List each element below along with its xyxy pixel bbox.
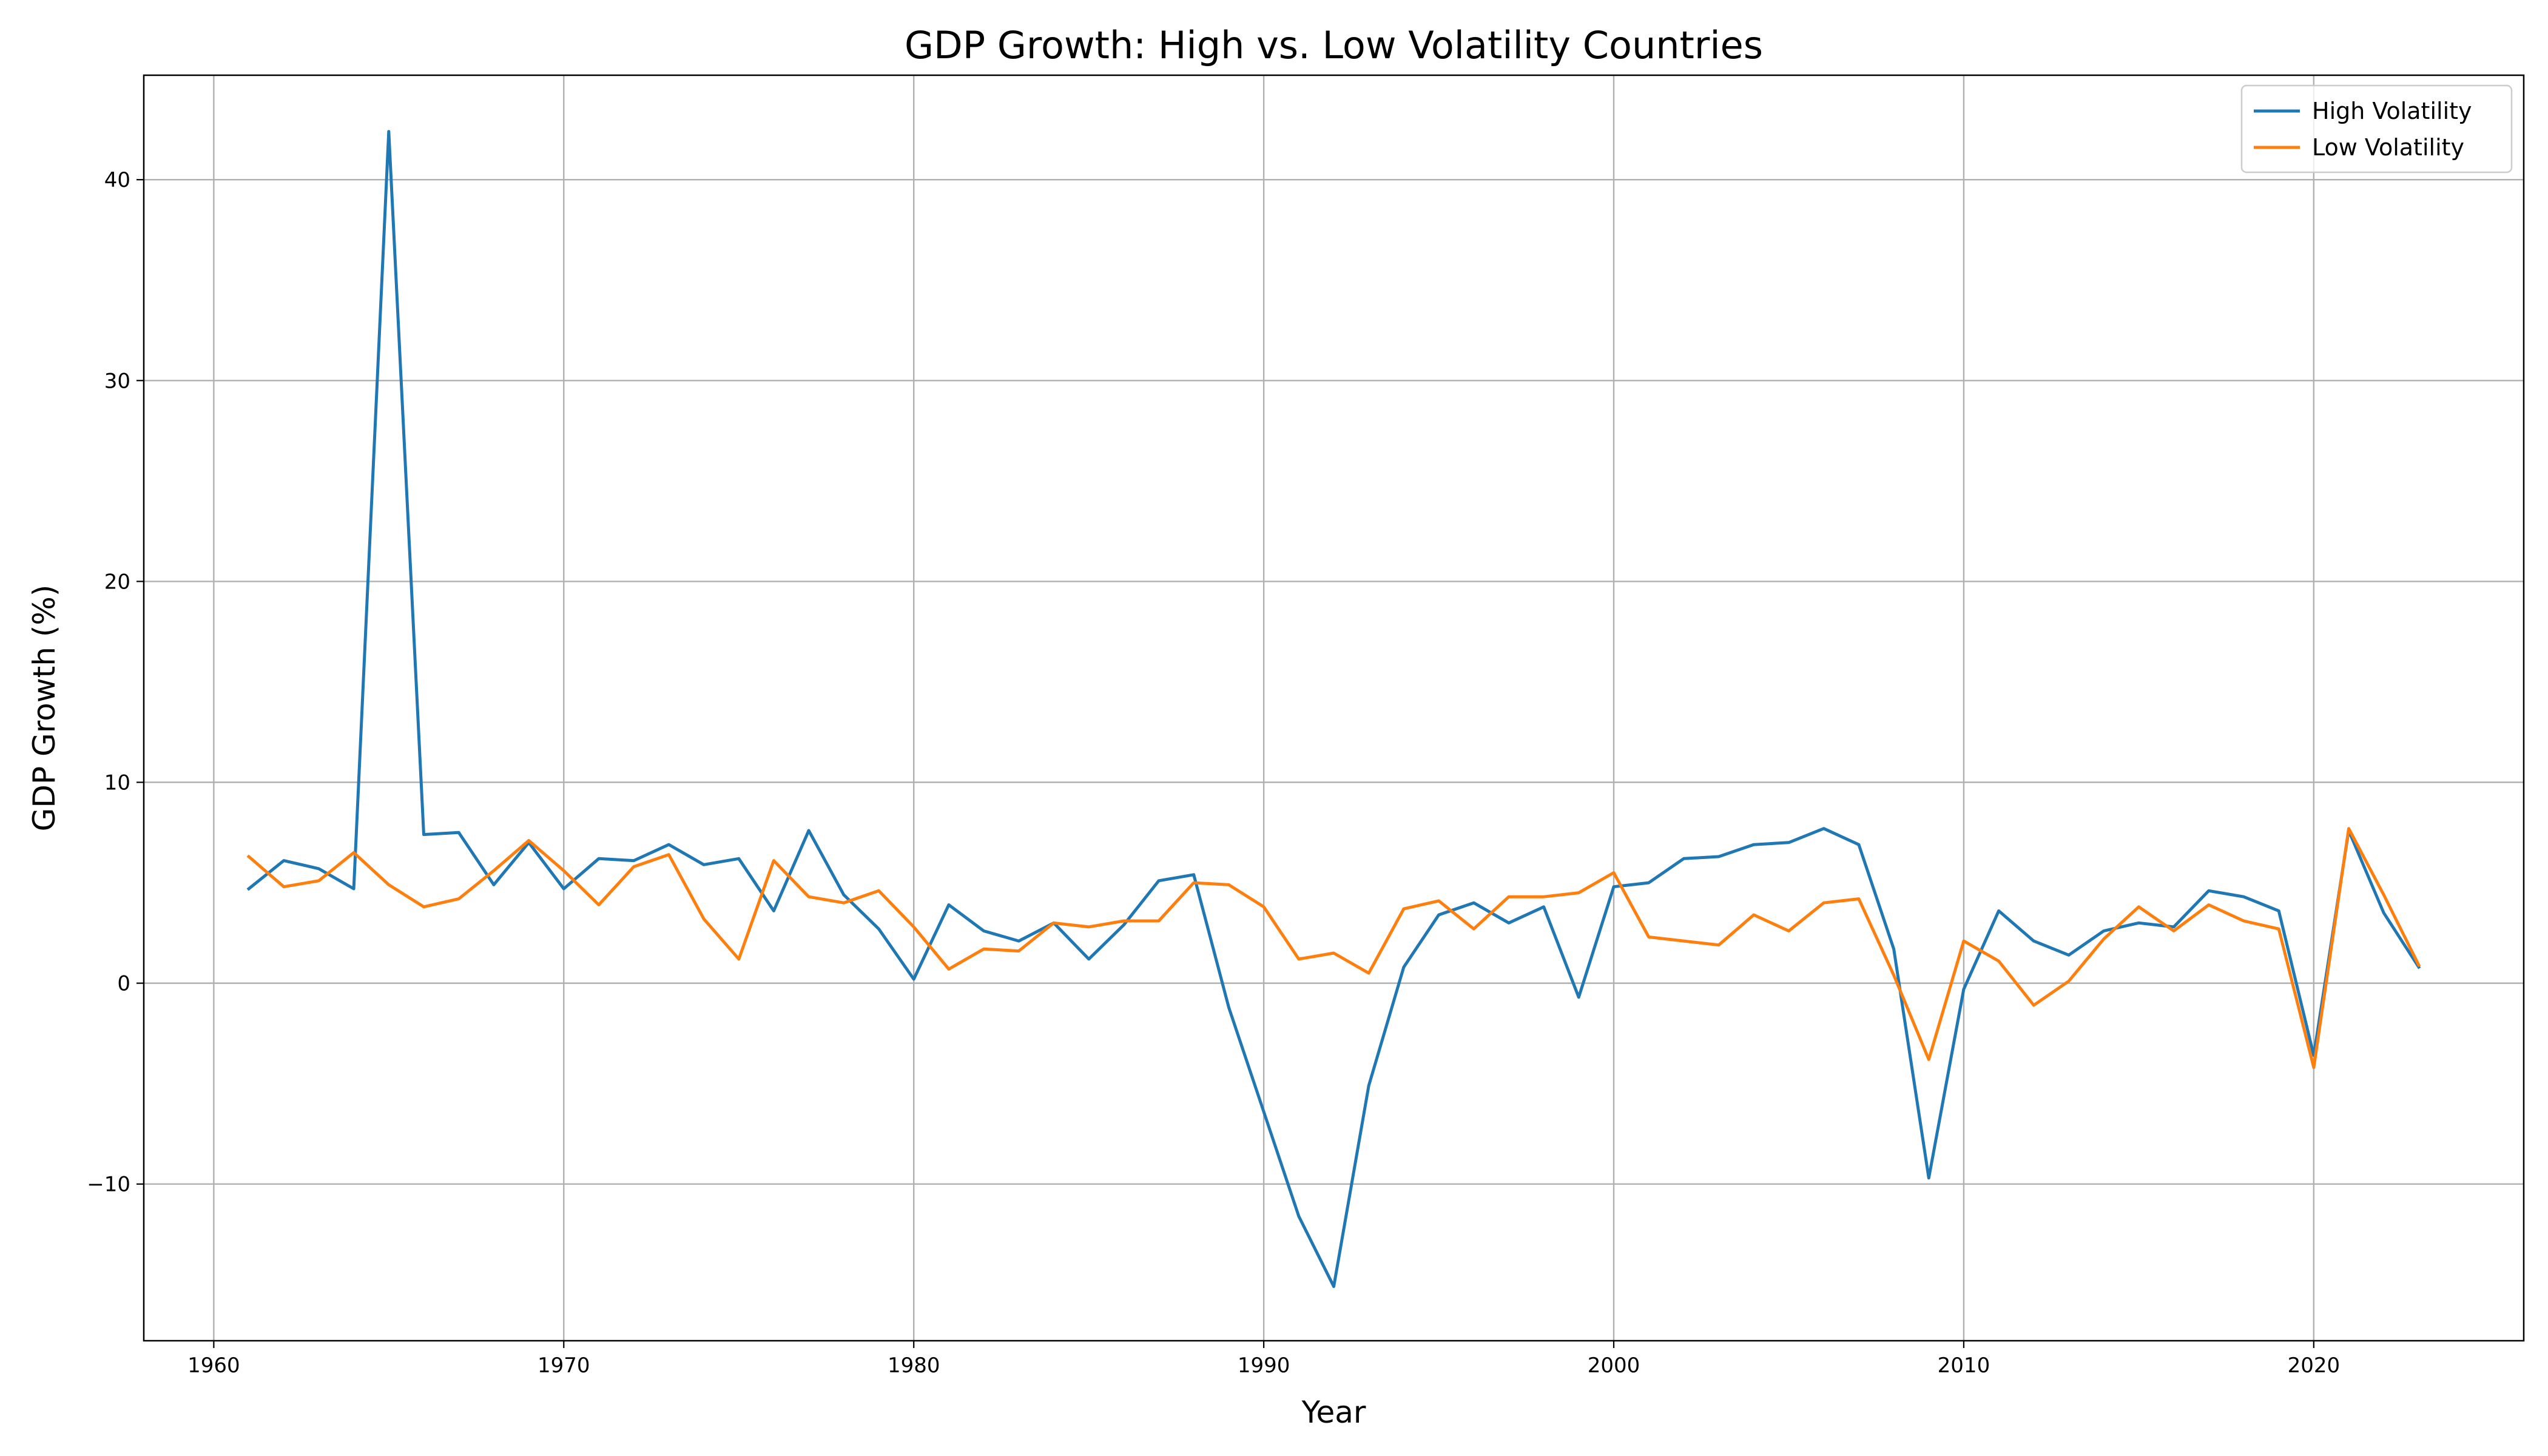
legend-label-high-volatility: High Volatility [2312,98,2472,124]
legend-label-low-volatility: Low Volatility [2312,134,2464,161]
x-tick-label: 2020 [2288,1353,2341,1378]
y-tick-label: −10 [87,1173,130,1197]
y-tick-label: 20 [104,570,130,594]
legend: High Volatility Low Volatility [2242,86,2512,172]
x-tick-label: 1970 [538,1353,590,1378]
x-axis-title: Year [1301,1395,1366,1430]
x-tick-label: 2000 [1588,1353,1640,1378]
y-tick-label: 30 [104,369,130,393]
y-tick-label: 40 [104,168,130,192]
x-tick-label: 1980 [888,1353,940,1378]
y-tick-label: 10 [104,771,130,795]
x-tick-label: 1990 [1238,1353,1290,1378]
x-tick-label: 1960 [187,1353,240,1378]
chart-title: GDP Growth: High vs. Low Volatility Coun… [905,23,1763,67]
y-axis-title: GDP Growth (%) [27,585,62,832]
y-tick-label: 0 [117,972,130,996]
x-tick-label: 2010 [1938,1353,1990,1378]
